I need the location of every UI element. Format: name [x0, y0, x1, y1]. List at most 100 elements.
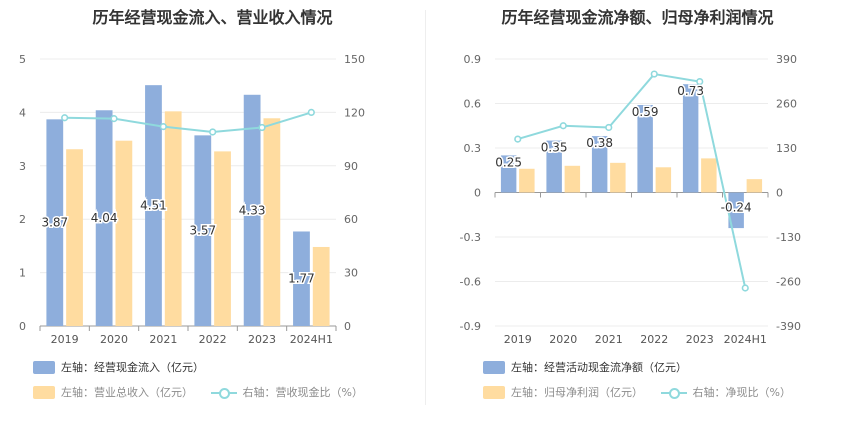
legend-label: 右轴：营收现金比（%）: [242, 386, 363, 399]
x-tick-label: 2019: [51, 333, 79, 346]
bar: [564, 165, 581, 193]
y-tick-label: -0.9: [460, 320, 481, 333]
line-point: [61, 114, 69, 122]
y-tick-label: 0: [474, 187, 481, 200]
y2-tick-label: 30: [344, 267, 358, 280]
y-tick-label: -0.6: [460, 276, 481, 289]
data-label: 0.38: [586, 136, 613, 150]
bar: [46, 119, 64, 326]
bar: [194, 135, 212, 326]
legend-item-cash-inflow[interactable]: 左轴：经营现金流入（亿元）: [33, 359, 204, 375]
bar: [115, 140, 133, 326]
data-label: 0.59: [632, 105, 659, 119]
x-tick-label: 2020: [100, 333, 128, 346]
legend-swatch-orange: [33, 385, 55, 399]
data-label: 1.77: [288, 272, 315, 286]
legend-swatch-orange: [483, 385, 505, 399]
y-tick-label: 2: [19, 213, 26, 226]
line-point: [650, 70, 658, 78]
data-label: 3.57: [189, 224, 216, 238]
y2-tick-label: 390: [776, 53, 797, 66]
line-point: [110, 115, 118, 123]
legend-item-revenue[interactable]: 左轴：营业总收入（亿元）: [33, 384, 193, 400]
bar: [701, 158, 717, 193]
x-tick-label: 2023: [686, 333, 714, 346]
bar: [164, 111, 182, 326]
y-tick-label: -0.3: [460, 231, 481, 244]
legend-label: 左轴：经营活动现金流净额（亿元）: [511, 361, 687, 374]
y2-tick-label: 150: [344, 53, 365, 66]
chart-title: 历年经营现金流净额、归母净利润情况: [501, 8, 774, 27]
data-label: -0.24: [721, 201, 752, 215]
legend-item-net-cash-ratio[interactable]: 右轴：净现比（%）: [660, 384, 791, 400]
legend-item-net-profit[interactable]: 左轴：归母净利润（亿元）: [483, 384, 643, 400]
line-point: [514, 135, 522, 143]
line-point: [159, 123, 167, 131]
bar: [214, 151, 231, 326]
line-point: [559, 122, 567, 130]
legend-row-2: 左轴：营业总收入（亿元） 右轴：营收现金比（%）: [33, 384, 377, 402]
line-point: [605, 123, 613, 132]
legend-label: 右轴：净现比（%）: [692, 386, 791, 399]
data-label: 4.04: [91, 211, 118, 225]
x-tick-label: 2022: [199, 333, 227, 346]
y-tick-label: 0: [19, 320, 26, 333]
y2-tick-label: 0: [776, 187, 783, 200]
y-tick-label: 0.3: [464, 142, 482, 155]
right-chart-panel: 历年经营现金流净额、归母净利润情况 -0.9 -0.6 -0.3 0 0.3 0.6 0.9…: [425, 0, 850, 437]
data-label: 3.87: [41, 216, 68, 230]
y2-tick-label: 130: [776, 142, 797, 155]
bar: [682, 84, 699, 193]
y-tick-label: 0.9: [464, 53, 482, 66]
legend-label: 左轴：经营现金流入（亿元）: [61, 361, 204, 374]
bar: [655, 167, 672, 193]
series-line: [64, 111, 312, 133]
y-tick-label: 1: [19, 267, 26, 280]
x-tick-label: 2024H1: [724, 333, 767, 346]
y2-tick-label: 90: [344, 160, 358, 173]
data-label: 0.35: [541, 141, 568, 155]
bar: [66, 149, 83, 326]
data-label: 0.25: [495, 155, 522, 169]
y2-tick-label: 260: [776, 98, 797, 111]
x-tick-label: 2022: [640, 333, 668, 346]
data-label: 0.73: [677, 84, 704, 98]
y2-tick-label: 120: [344, 106, 365, 119]
y-tick-label: 3: [19, 160, 26, 173]
x-tick-label: 2023: [248, 333, 276, 346]
bar: [728, 192, 744, 229]
x-tick-label: 2021: [149, 333, 177, 346]
line-point: [741, 284, 749, 292]
legend-label: 左轴：归母净利润（亿元）: [511, 386, 643, 399]
y2-tick-label: -390: [776, 320, 801, 333]
y2-tick-label: -130: [776, 231, 801, 244]
left-chart-svg: 0 1 2 3 4 5 0 30 60 90 120 150 2019 2020 2021 2022 2023 2…: [19, 53, 365, 346]
y-tick-label: 0.6: [464, 98, 482, 111]
x-tick-label: 2024H1: [290, 333, 333, 346]
bar: [95, 110, 113, 326]
panel-divider: [425, 10, 426, 405]
bar: [746, 179, 763, 193]
bar: [610, 162, 626, 193]
bar: [243, 94, 261, 326]
data-label: 4.51: [140, 199, 167, 213]
bar: [591, 136, 608, 193]
y2-tick-label: 0: [344, 320, 351, 333]
line-point: [696, 77, 704, 86]
legend-row-1: 左轴：经营现金流入（亿元）: [33, 359, 218, 377]
bar: [145, 85, 162, 326]
line-point: [209, 128, 217, 136]
y-tick-label: 5: [19, 53, 26, 66]
legend-row-1: 左轴：经营活动现金流净额（亿元）: [483, 359, 701, 377]
legend-item-net-cash-flow[interactable]: 左轴：经营活动现金流净额（亿元）: [483, 359, 687, 375]
data-label: 4.33: [239, 203, 266, 217]
legend-row-2: 左轴：归母净利润（亿元） 右轴：净现比（%）: [483, 384, 805, 402]
y-tick-label: 4: [19, 106, 26, 119]
legend-swatch-blue: [483, 360, 505, 374]
x-tick-label: 2019: [504, 333, 532, 346]
bar: [500, 155, 517, 193]
chart-title: 历年经营现金流入、营业收入情况: [92, 8, 333, 27]
right-chart-svg: -0.9 -0.6 -0.3 0 0.3 0.6 0.9 -390 -260 -130 0 130 26…: [460, 53, 801, 346]
bar: [312, 246, 330, 326]
legend-item-ratio[interactable]: 右轴：营收现金比（%）: [210, 384, 363, 400]
